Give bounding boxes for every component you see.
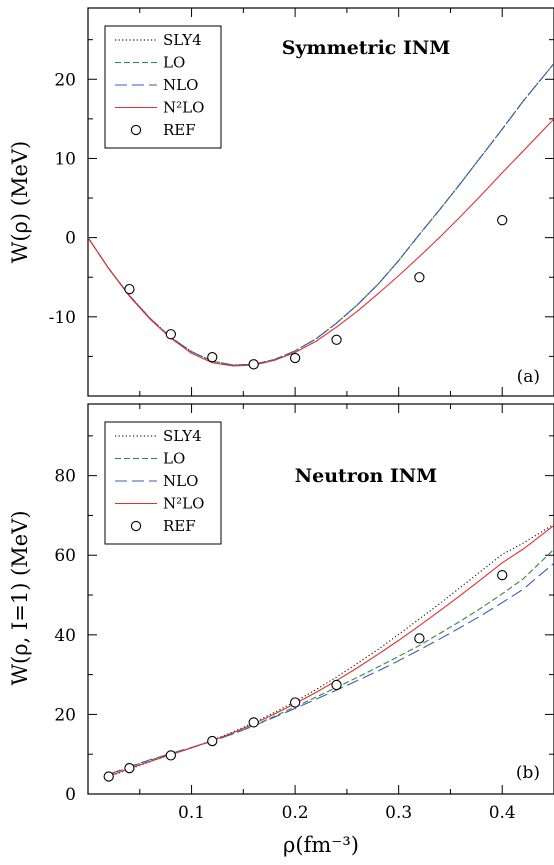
legend-marker <box>130 520 142 532</box>
ref-point <box>103 771 114 782</box>
ref-point <box>289 352 301 364</box>
ref-point <box>165 329 176 340</box>
legend-label: N²LO <box>163 99 204 117</box>
series-line-dotted <box>108 523 554 778</box>
panel-neutron-inm: 0.1 0.2 0.3 0.4 0 20 40 60 80 Neutron INM (b) W(… <box>8 403 554 823</box>
panel-a-title: Symmetric INM <box>282 37 451 59</box>
series-line-solid <box>108 524 554 777</box>
y-tick-label: 0 <box>65 229 76 249</box>
x-tick-label: 0.3 <box>385 803 412 823</box>
ref-point <box>414 633 425 644</box>
legend-label: REF <box>163 517 196 535</box>
panel-symmetric-inm: -10 0 10 20 Symmetric INM (a) W(ρ) (MeV) SL… <box>8 7 554 397</box>
ref-point <box>124 283 135 295</box>
series-line-solid <box>88 118 554 367</box>
x-tick-label: 0.4 <box>489 803 516 823</box>
ref-point <box>414 272 425 283</box>
panel-b-tag: (b) <box>516 763 540 783</box>
ref-point <box>165 750 176 761</box>
legend-label: N²LO <box>163 495 204 513</box>
series-line-longdash <box>88 63 554 366</box>
legend-label: NLO <box>163 472 198 490</box>
legend-label: SLY4 <box>163 427 202 445</box>
series-lines-b <box>108 523 554 778</box>
ref-point <box>248 359 259 370</box>
ref-point <box>331 679 342 691</box>
legend-marker <box>130 124 142 136</box>
series-lines-a <box>88 63 554 367</box>
y-axis-title-a: W(ρ) (MeV) <box>8 141 32 263</box>
legend-label: LO <box>163 54 185 72</box>
ref-point <box>207 735 218 747</box>
ref-point <box>331 334 342 345</box>
series-line-longdash <box>108 562 554 776</box>
y-tick-label: 60 <box>54 546 76 566</box>
ref-point <box>207 352 218 363</box>
x-tick-label: 0.1 <box>178 803 205 823</box>
y-tick-label: 0 <box>65 785 76 805</box>
panel-a-tag: (a) <box>517 367 540 387</box>
legend-label: SLY4 <box>163 31 202 49</box>
ref-point <box>289 697 301 708</box>
legend-label: REF <box>163 121 196 139</box>
plot-frame-b <box>87 403 554 795</box>
legend-frame <box>104 25 222 149</box>
y-tick-label: 20 <box>54 70 76 90</box>
legend-frame <box>104 421 222 545</box>
x-axis-title: ρ(fm⁻³) <box>283 833 359 857</box>
ref-point <box>497 215 508 226</box>
series-line-dashed <box>108 548 554 776</box>
ref-markers-b <box>103 569 508 782</box>
legend-label: NLO <box>163 76 198 94</box>
ref-point <box>497 569 508 581</box>
panel-b-title: Neutron INM <box>295 465 437 487</box>
ref-markers-a <box>124 215 508 370</box>
plot-frame-a <box>87 7 554 397</box>
ref-point <box>248 717 259 728</box>
legend-a: SLY4 LO NLO N²LO REF <box>104 25 222 149</box>
legend-label: LO <box>163 450 185 468</box>
ref-point <box>124 762 135 774</box>
y-tick-label: 80 <box>54 467 76 487</box>
ticks-b: 0.1 0.2 0.3 0.4 0 20 40 60 80 <box>54 404 554 823</box>
y-tick-label: 40 <box>54 626 76 646</box>
y-tick-label: 10 <box>54 149 76 169</box>
legend-b: SLY4 LO NLO N²LO REF <box>104 421 222 545</box>
y-tick-label: 20 <box>54 705 76 725</box>
ticks-a: -10 0 10 20 <box>49 8 554 396</box>
x-tick-label: 0.2 <box>282 803 309 823</box>
y-tick-label: -10 <box>49 308 76 328</box>
y-axis-title-b: W(ρ, I=1) (MeV) <box>8 510 32 685</box>
